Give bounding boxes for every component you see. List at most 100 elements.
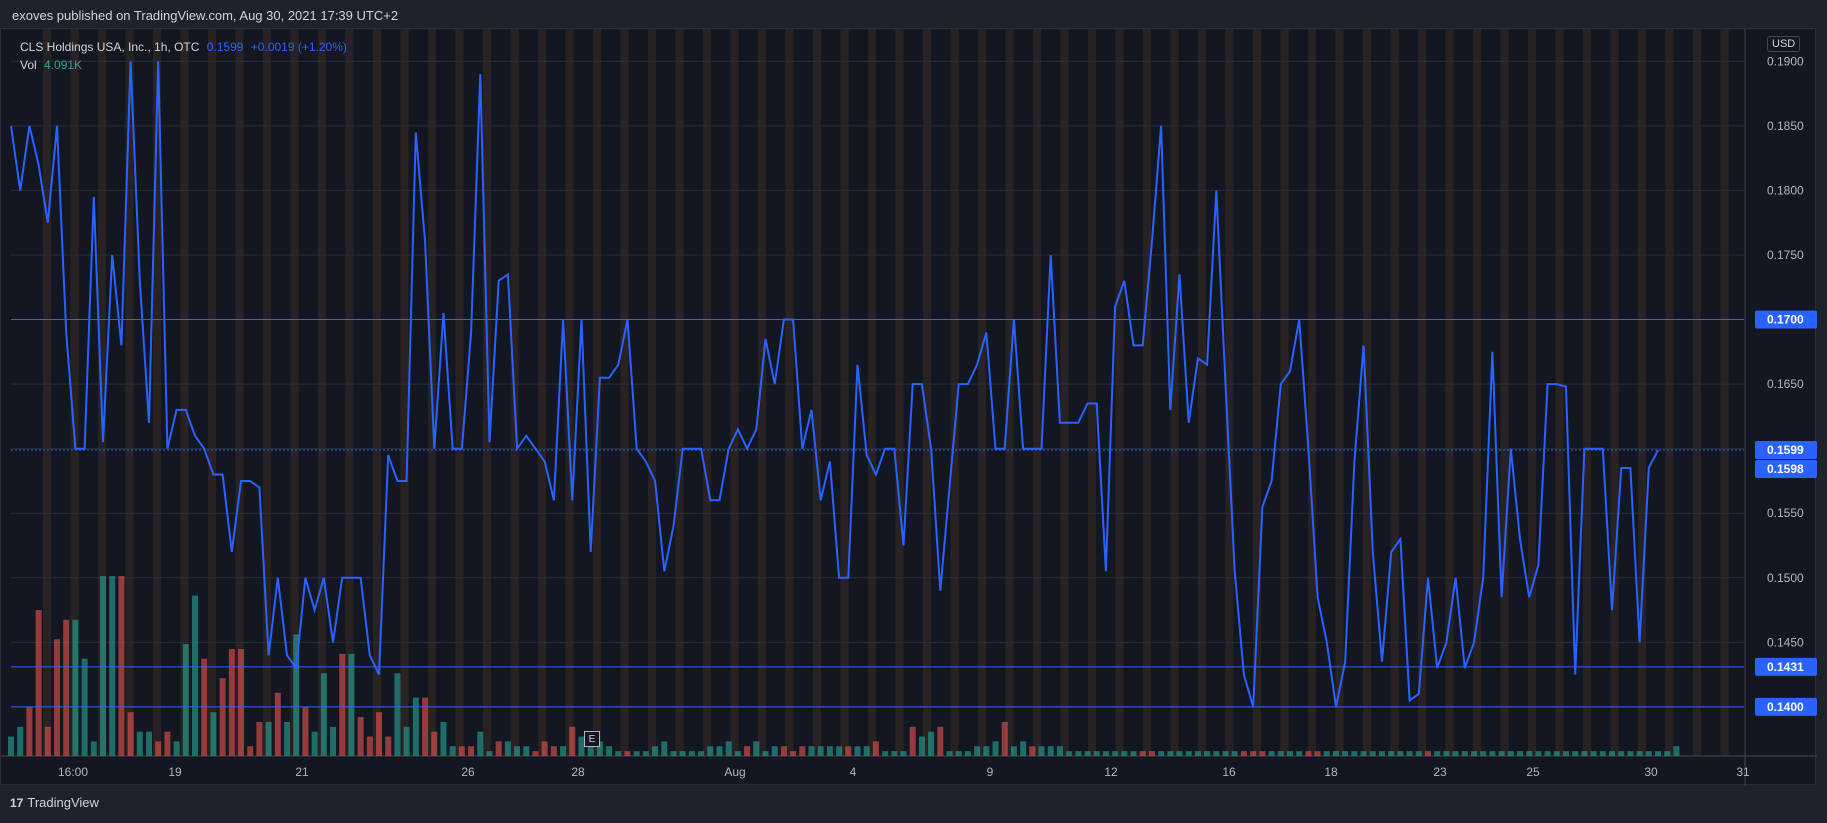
price-label: 0.1700 [1767, 313, 1804, 327]
volume-bar [1277, 751, 1284, 756]
volume-bar [1139, 751, 1146, 756]
volume-bar [1388, 751, 1395, 756]
price-chart[interactable]: 0.19000.18500.18000.17500.17000.16500.16… [1, 29, 1817, 786]
volume-bar [477, 731, 484, 756]
session-band [1555, 29, 1564, 756]
volume-bar [1286, 751, 1293, 756]
session-band [1115, 29, 1124, 756]
volume-bar [1268, 751, 1275, 756]
volume-bar [210, 712, 217, 756]
volume-bar [541, 741, 548, 756]
volume-bar [136, 731, 143, 756]
session-band [1225, 29, 1234, 756]
tradingview-logo-icon: 17 [10, 795, 24, 810]
volume-bar [771, 746, 778, 756]
session-band [620, 29, 629, 756]
x-tick-label: 31 [1736, 765, 1750, 779]
volume-bar [118, 576, 125, 756]
x-tick-label: 21 [295, 765, 309, 779]
chart-frame[interactable]: 0.19000.18500.18000.17500.17000.16500.16… [0, 28, 1817, 786]
session-band [483, 29, 491, 756]
volume-bar [1305, 751, 1312, 756]
x-tick-label: 9 [987, 765, 994, 779]
session-band [1473, 29, 1481, 756]
volume-bar [790, 751, 797, 756]
volume-bar [127, 712, 134, 756]
volume-bar [1608, 751, 1615, 756]
volume-bar [504, 741, 511, 756]
volume-bar [458, 746, 465, 756]
y-tick-label: 0.1450 [1767, 635, 1804, 649]
volume-bar [357, 717, 364, 756]
session-band [318, 29, 326, 756]
price-label: 0.1400 [1767, 700, 1804, 714]
x-tick-label: 18 [1324, 765, 1338, 779]
volume-bar [182, 644, 189, 756]
volume-bar [955, 751, 962, 756]
volume-bar [164, 731, 171, 756]
volume-bar [1075, 751, 1082, 756]
volume-bar [1102, 751, 1109, 756]
session-band [565, 29, 574, 756]
volume-bar [1020, 741, 1027, 756]
session-band [1170, 29, 1179, 756]
session-band [1363, 29, 1371, 756]
price-label: 0.1599 [1767, 443, 1804, 457]
session-band [868, 29, 876, 756]
volume-bar [1470, 751, 1477, 756]
y-tick-label: 0.1650 [1767, 377, 1804, 391]
y-tick-label: 0.1550 [1767, 506, 1804, 520]
volume-bar [698, 751, 705, 756]
volume-bar [1240, 751, 1247, 756]
volume-bar [1526, 751, 1533, 756]
session-band [1693, 29, 1701, 756]
price-label-box [1755, 459, 1817, 478]
x-tick-label: 16 [1222, 765, 1236, 779]
volume-bar [173, 741, 180, 756]
volume-bar [937, 726, 944, 756]
volume-bar [1158, 751, 1165, 756]
volume-bar [1415, 751, 1422, 756]
volume-bar [109, 576, 116, 756]
symbol-title[interactable]: CLS Holdings USA, Inc., 1h, OTC [20, 40, 200, 54]
volume-bar [63, 619, 70, 756]
footer[interactable]: 17 TradingView [10, 795, 99, 810]
vol-label[interactable]: Vol [20, 58, 37, 72]
x-tick-label: 26 [461, 765, 475, 779]
session-band [538, 29, 546, 756]
volume-bar [826, 746, 833, 756]
session-band [1528, 29, 1536, 756]
volume-bar [928, 731, 935, 756]
volume-bar [35, 610, 42, 756]
volume-bar [670, 751, 677, 756]
volume-bar [1194, 751, 1201, 756]
volume-bar [578, 736, 585, 756]
volume-bar [624, 751, 631, 756]
volume-bar [44, 726, 51, 756]
session-band [978, 29, 986, 756]
session-band [1060, 29, 1069, 756]
price-change: +0.0019 (+1.20%) [250, 40, 347, 54]
y-tick-label: 0.1750 [1767, 248, 1804, 262]
session-band [648, 29, 656, 756]
volume-bar [974, 746, 981, 756]
currency-button[interactable]: USD [1767, 36, 1801, 52]
volume-bar [90, 741, 97, 756]
volume-bar [964, 751, 971, 756]
volume-bar [716, 746, 723, 756]
volume-bar [1342, 751, 1349, 756]
y-tick-label: 0.1800 [1767, 183, 1804, 197]
volume-bar [238, 648, 245, 756]
earnings-marker[interactable]: E [584, 731, 600, 747]
volume-bar [1461, 751, 1468, 756]
volume-bar [320, 673, 327, 756]
volume-bar [468, 746, 475, 756]
volume-bar [615, 751, 622, 756]
price-label: 0.1431 [1767, 660, 1804, 674]
last-price: 0.1599 [206, 40, 244, 54]
volume-bar [1047, 746, 1054, 756]
x-tick-label: 4 [850, 765, 857, 779]
x-tick-label: 25 [1526, 765, 1540, 779]
volume-bar [1516, 751, 1523, 756]
volume-bar [1360, 751, 1367, 756]
